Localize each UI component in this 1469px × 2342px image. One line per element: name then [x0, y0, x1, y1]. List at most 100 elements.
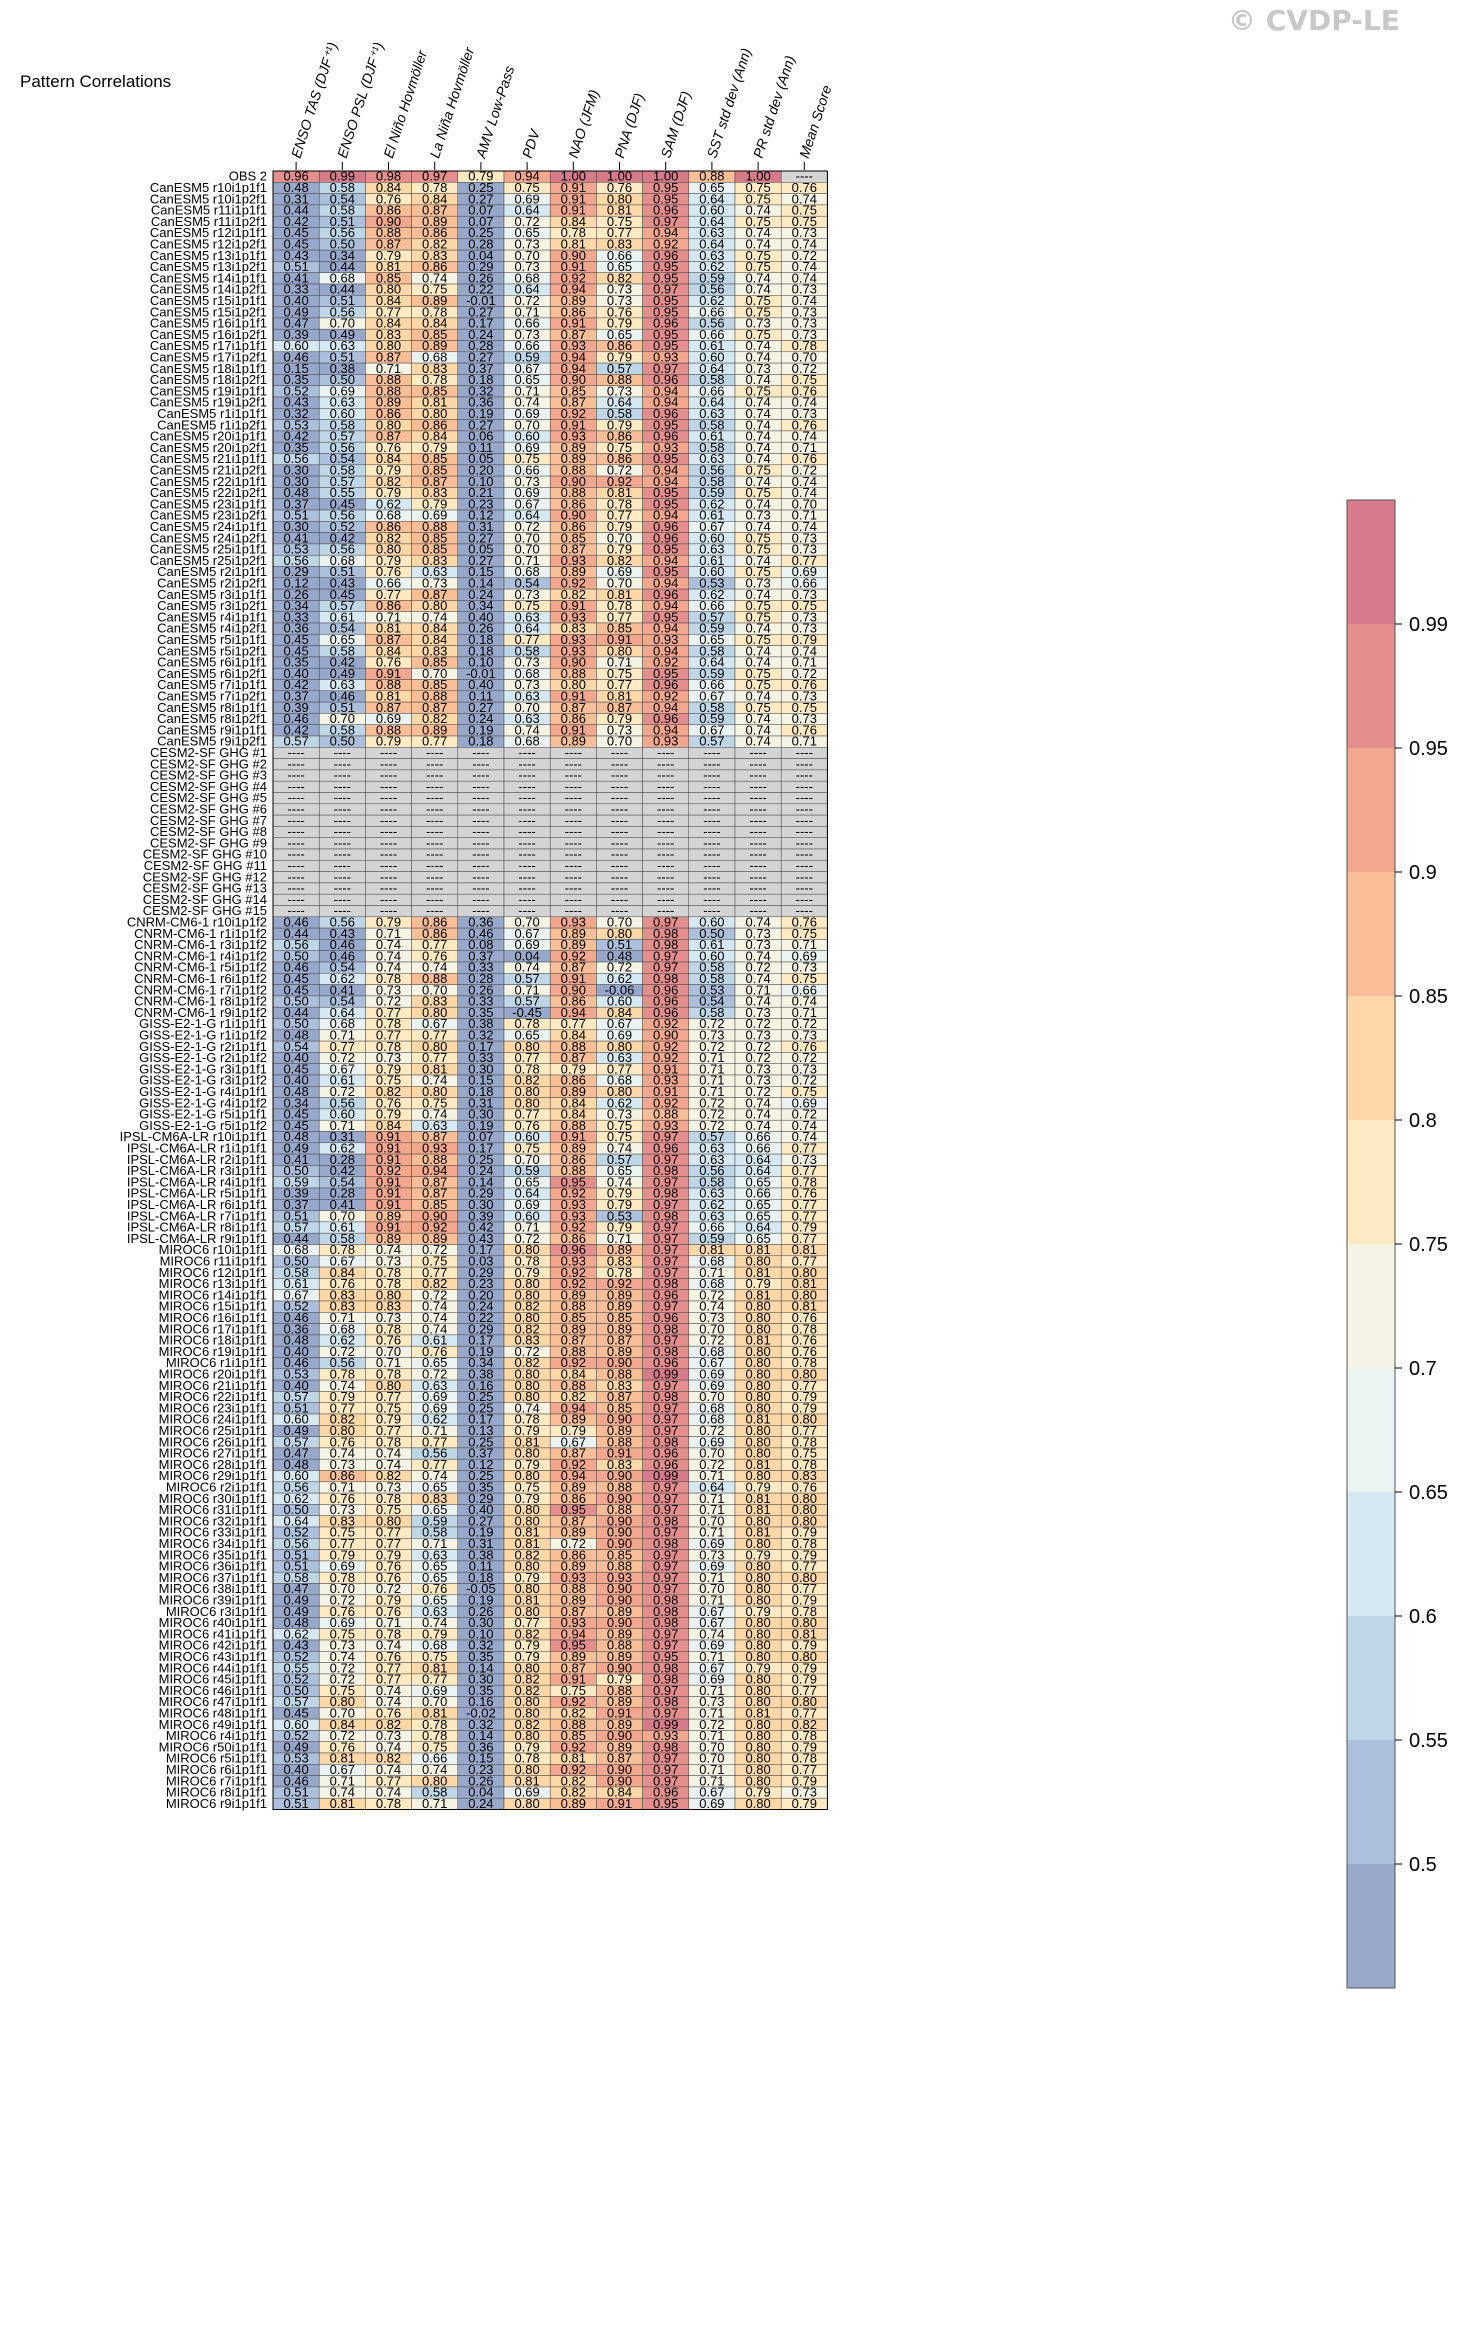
cell-value: 0.76: [792, 180, 817, 195]
cell-value: 0.89: [561, 1796, 586, 1811]
cell-value: 0.63: [699, 225, 724, 240]
row-label: CanESM5 r15i1p2f1: [150, 304, 267, 319]
cell-value: 0.70: [330, 316, 355, 331]
cell-value: 0.62: [699, 293, 724, 308]
cell-value: 0.75: [745, 191, 770, 206]
cell-value: 0.69: [699, 1796, 724, 1811]
cell-value: 0.63: [699, 248, 724, 263]
cell-value: 0.65: [699, 180, 724, 195]
cell-value: 0.47: [283, 316, 308, 331]
column-header: Mean Score: [796, 83, 835, 160]
column-header: ENSO TAS (DJF⁺¹): [288, 40, 341, 160]
cell-value: 0.75: [745, 180, 770, 195]
colorbar-segment: [1347, 1616, 1395, 1740]
cell-value: 0.43: [283, 248, 308, 263]
cell-value: 0.27: [468, 304, 493, 319]
colorbar-segment: [1347, 500, 1395, 624]
cell-value: 0.51: [283, 259, 308, 274]
row-label: CanESM5 r14i1p1f1: [150, 270, 267, 285]
cell-value: 0.69: [514, 191, 539, 206]
cell-value: 0.74: [792, 293, 817, 308]
row-label: CanESM5 r10i1p2f1: [150, 191, 267, 206]
cell-value: 0.48: [283, 180, 308, 195]
cell-value: 0.24: [468, 1796, 493, 1811]
cell-value: 0.41: [283, 270, 308, 285]
cell-value: 0.75: [745, 304, 770, 319]
cell-value: 0.91: [561, 259, 586, 274]
cell-value: 0.96: [653, 203, 678, 218]
cell-value: 0.79: [468, 169, 493, 184]
cell-value: 0.56: [330, 225, 355, 240]
cell-value: 0.75: [792, 214, 817, 229]
cell-value: 0.58: [330, 203, 355, 218]
row-label: CanESM5 r12i1p1f1: [150, 225, 267, 240]
colorbar-segment: [1347, 996, 1395, 1120]
cell-value: 0.86: [422, 225, 447, 240]
cell-value: 0.64: [699, 237, 724, 252]
cell-value: 0.31: [283, 191, 308, 206]
watermark: © CVDP-LE: [1228, 4, 1400, 37]
cell-value: 0.25: [468, 180, 493, 195]
cell-value: -0.01: [466, 293, 496, 308]
colorbar-segment: [1347, 1368, 1395, 1492]
cell-value: 0.81: [607, 203, 632, 218]
cell-value: 0.74: [745, 270, 770, 285]
colorbar-segment: [1347, 872, 1395, 996]
cell-value: 0.80: [607, 191, 632, 206]
row-label: CanESM5 r16i1p1f1: [150, 316, 267, 331]
cell-value: 0.95: [653, 270, 678, 285]
cell-value: 0.28: [468, 237, 493, 252]
cell-value: 0.84: [422, 316, 447, 331]
cell-value: 0.82: [607, 270, 632, 285]
cell-value: 0.91: [561, 180, 586, 195]
cell-value: 0.74: [422, 270, 447, 285]
colorbar-segment: [1347, 1740, 1395, 1864]
cell-value: 0.96: [653, 316, 678, 331]
row-label: OBS 2: [229, 169, 267, 184]
cell-value: 0.78: [422, 304, 447, 319]
cell-value: 0.80: [745, 1796, 770, 1811]
colorbar-tick-label: 0.9: [1409, 862, 1437, 884]
column-header: SST std dev (Ann): [704, 46, 755, 160]
cell-value: 0.94: [653, 225, 678, 240]
column-header: NAO (JFM): [565, 88, 602, 160]
cell-value: 0.71: [514, 304, 539, 319]
cell-value: 0.33: [283, 282, 308, 297]
cell-value: 0.54: [330, 191, 355, 206]
cell-value: 0.65: [514, 225, 539, 240]
cell-value: 0.80: [376, 282, 401, 297]
cell-value: 0.78: [376, 1796, 401, 1811]
cell-value: 0.89: [422, 214, 447, 229]
cell-value: 0.74: [745, 237, 770, 252]
cell-value: 0.77: [376, 304, 401, 319]
colorbar-tick-label: 0.8: [1409, 1110, 1437, 1132]
cell-value: 0.88: [376, 225, 401, 240]
colorbar-tick-label: 0.99: [1409, 614, 1448, 636]
cell-value: 0.56: [330, 304, 355, 319]
cell-value: 0.95: [653, 180, 678, 195]
colorbar-tick-label: 0.6: [1409, 1606, 1437, 1628]
cell-value: 0.73: [792, 225, 817, 240]
row-label: CanESM5 r13i1p1f1: [150, 248, 267, 263]
colorbar-tick-label: 0.7: [1409, 1358, 1437, 1380]
cell-value: 0.26: [468, 270, 493, 285]
cell-value: 0.74: [745, 282, 770, 297]
cell-value: 0.92: [653, 237, 678, 252]
cell-value: 0.74: [792, 270, 817, 285]
colorbar-segment: [1347, 1492, 1395, 1616]
cell-value: 0.75: [745, 259, 770, 274]
row-label: CanESM5 r12i1p2f1: [150, 237, 267, 252]
cell-value: 0.74: [792, 191, 817, 206]
row-label: CanESM5 r15i1p1f1: [150, 293, 267, 308]
cell-value: 0.42: [283, 214, 308, 229]
cell-value: 0.72: [514, 293, 539, 308]
cell-value: 0.73: [745, 316, 770, 331]
cell-value: 0.29: [468, 259, 493, 274]
column-header: ENSO PSL (DJF⁺¹): [334, 40, 387, 160]
chart-title: Pattern Correlations: [20, 72, 172, 91]
cell-value: 0.74: [792, 237, 817, 252]
cell-value: 0.73: [607, 282, 632, 297]
cell-value: 0.75: [607, 214, 632, 229]
cell-value: 0.89: [422, 293, 447, 308]
row-label: CanESM5 r13i1p2f1: [150, 259, 267, 274]
